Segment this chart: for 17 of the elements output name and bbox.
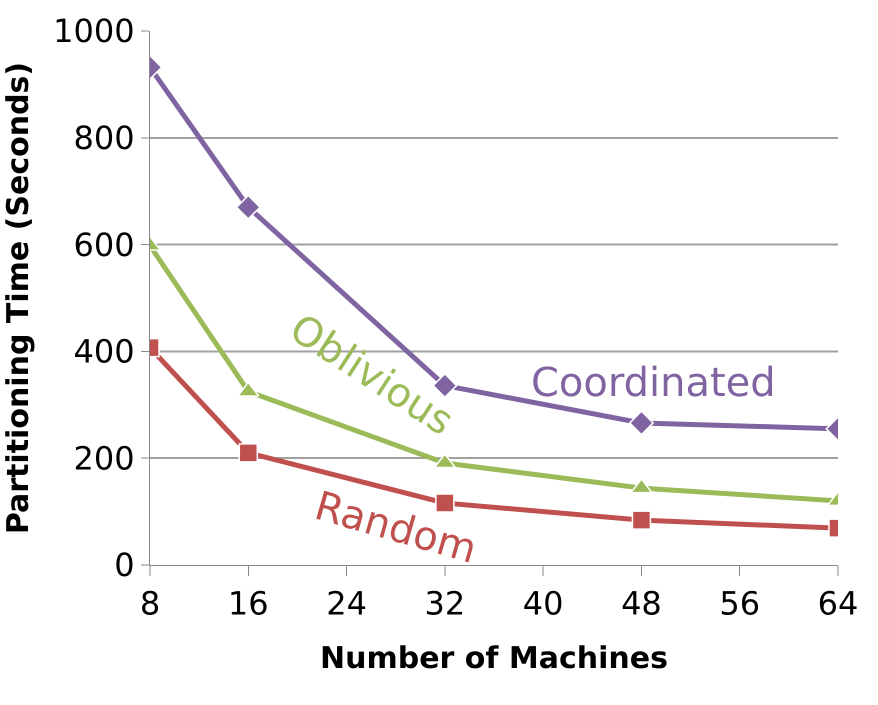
x-tick-label: 64: [818, 584, 858, 622]
y-tick-label: 200: [74, 439, 135, 478]
y-tick-label: 400: [74, 332, 135, 371]
x-tick-label: 16: [228, 584, 269, 622]
x-axis-title: Number of Machines: [320, 640, 668, 676]
x-tick-label: 8: [140, 584, 160, 622]
y-tick-label: 600: [74, 226, 135, 264]
x-tick-label: 32: [424, 584, 466, 622]
y-axis-title: Partitioning Time (Seconds): [1, 62, 36, 534]
x-tick-label: 24: [326, 584, 367, 622]
y-tick-label: 800: [74, 119, 135, 157]
y-tick-label: 0: [114, 546, 135, 584]
x-tick-label: 40: [522, 584, 564, 622]
series-label: Coordinated: [531, 360, 776, 406]
x-tick-label: 48: [621, 584, 662, 622]
y-tick-label: 1000: [53, 12, 135, 50]
x-tick-label: 56: [719, 584, 760, 622]
